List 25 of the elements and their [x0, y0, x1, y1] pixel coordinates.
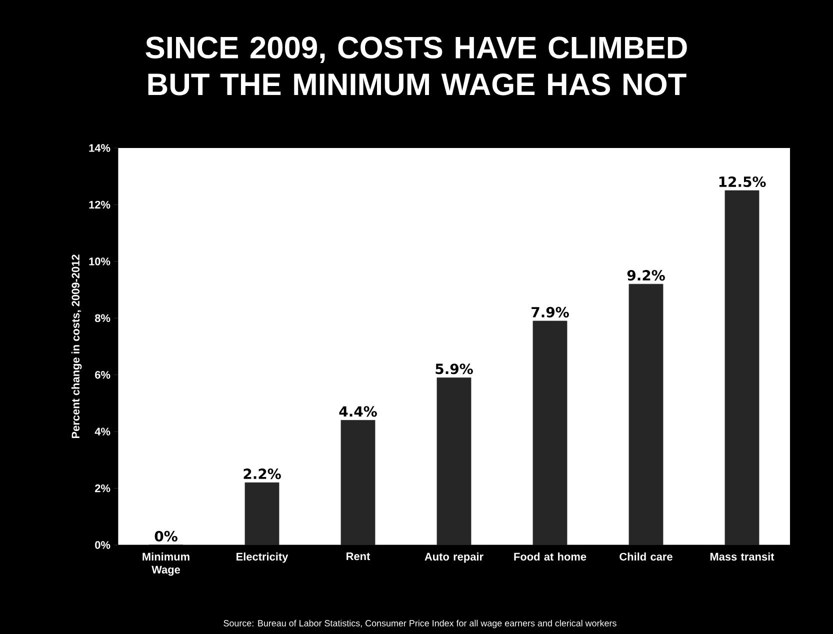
y-tick-label: 12% — [89, 200, 110, 209]
data-label: 9.2% — [627, 270, 665, 281]
source-note: Source: Bureau of Labor Statistics, Consumer Price Index for all wage earners and clerical workers — [224, 620, 616, 628]
chart-title: SINCE 2009, COSTS HAVE CLIMBED BUT THE MINIMUM WAGE HAS NOT — [146, 36, 687, 96]
y-tick-label: 2% — [95, 484, 110, 492]
y-tick-label: 8% — [94, 314, 110, 322]
x-tick-label: Rent — [346, 552, 370, 560]
x-tick-label: Minimum Wage — [142, 552, 190, 576]
x-tick-label: Food at home — [514, 552, 586, 561]
data-label: 2.2% — [244, 468, 281, 480]
y-axis-title: Percent change in costs, 2009-2012 — [71, 254, 82, 438]
y-tick-label: 0% — [95, 541, 110, 549]
x-tick-label: Child care — [620, 552, 672, 561]
data-label: 4.4% — [339, 406, 377, 417]
data-label: 5.9% — [436, 364, 473, 374]
data-label: 12.5% — [719, 176, 766, 188]
x-tick-label: Auto repair — [424, 552, 484, 563]
y-tick-label: 10% — [89, 258, 110, 266]
y-tick-label: 14% — [89, 144, 110, 152]
y-tick-label: 4% — [94, 428, 110, 436]
data-label: 0% — [154, 530, 178, 542]
y-tick-label: 6% — [95, 370, 110, 379]
data-label: 7.9% — [532, 306, 569, 318]
x-tick-label: Electricity — [236, 552, 288, 563]
x-tick-label: Mass transit — [710, 552, 774, 561]
